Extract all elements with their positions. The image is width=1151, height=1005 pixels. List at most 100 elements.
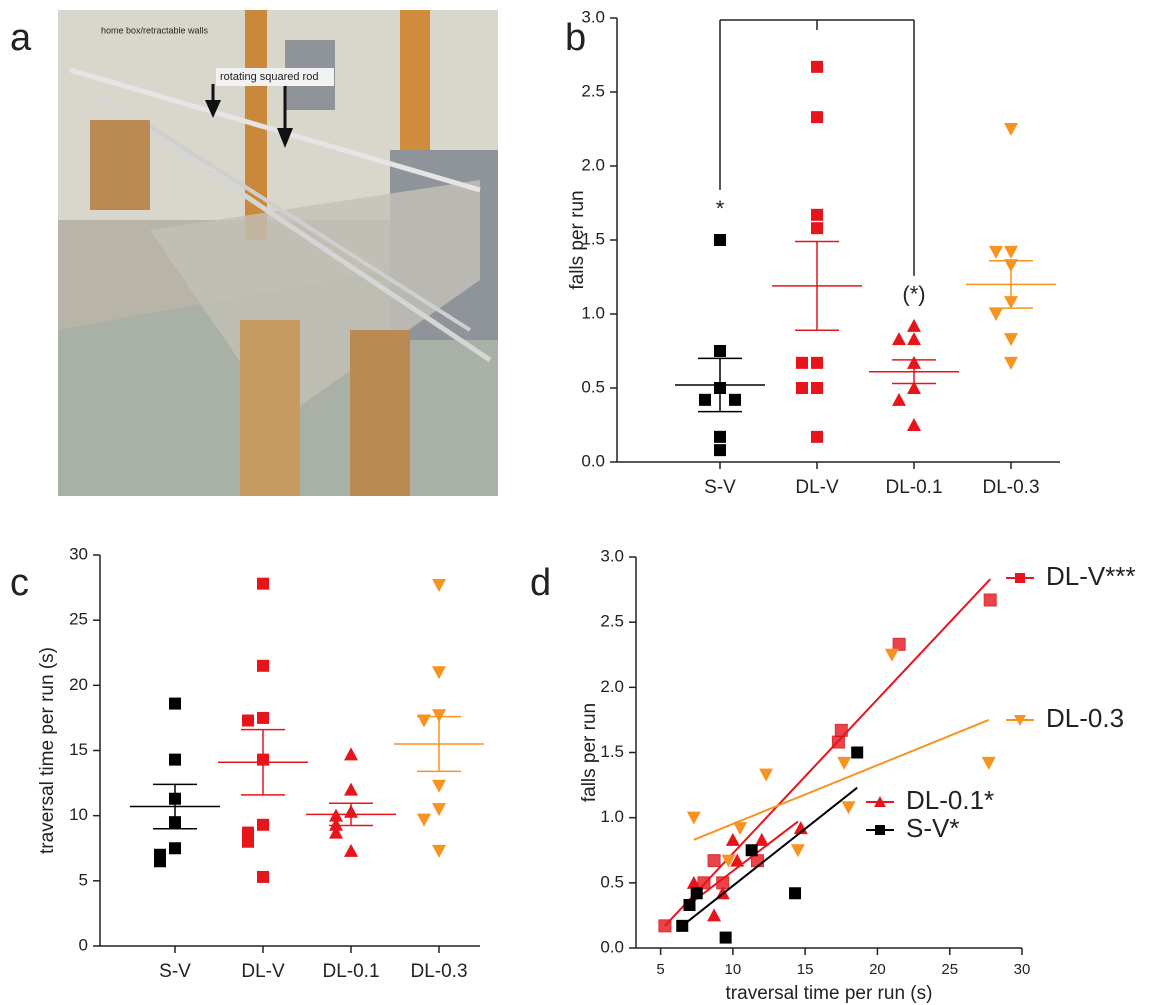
y-tick-label: 5 bbox=[79, 870, 88, 889]
fit-line bbox=[685, 820, 799, 908]
fit-line bbox=[693, 718, 990, 841]
point bbox=[892, 637, 906, 651]
x-tick-label: 25 bbox=[941, 961, 958, 978]
photo-mesh bbox=[150, 180, 480, 420]
point bbox=[707, 908, 722, 922]
point bbox=[714, 234, 726, 246]
point bbox=[686, 811, 701, 825]
point bbox=[730, 853, 745, 867]
x-tick-label: DL-V bbox=[241, 961, 285, 982]
legend-label: S-V* bbox=[906, 813, 959, 843]
point bbox=[699, 393, 711, 406]
y-tick-label: 10 bbox=[69, 805, 88, 824]
point bbox=[884, 648, 899, 662]
point bbox=[811, 356, 823, 369]
point bbox=[892, 392, 906, 406]
y-tick-label: 2.5 bbox=[581, 81, 605, 100]
point bbox=[417, 813, 431, 827]
panel-label: b bbox=[565, 17, 586, 59]
point bbox=[725, 832, 740, 846]
photo-wood bbox=[350, 330, 410, 496]
photo-wood bbox=[240, 320, 300, 496]
x-tick-label: 10 bbox=[725, 961, 742, 978]
point bbox=[1004, 245, 1018, 259]
point bbox=[981, 756, 996, 770]
y-tick-label: 1.5 bbox=[600, 742, 624, 761]
point bbox=[714, 345, 726, 357]
photo-wood bbox=[90, 120, 150, 210]
point bbox=[417, 714, 431, 728]
point bbox=[811, 60, 823, 73]
point bbox=[432, 844, 446, 858]
x-tick-label: DL-0.3 bbox=[410, 961, 467, 982]
photo-annotation: home box/retractable walls bbox=[101, 25, 209, 35]
point bbox=[759, 768, 774, 782]
y-tick-label: 2.0 bbox=[581, 155, 605, 174]
point bbox=[907, 418, 921, 431]
point bbox=[344, 843, 358, 857]
legend-marker bbox=[1015, 573, 1025, 583]
x-tick-label: DL-0.1 bbox=[885, 477, 942, 498]
photo-rail bbox=[93, 92, 492, 363]
point bbox=[811, 430, 823, 443]
point bbox=[1004, 333, 1018, 347]
point bbox=[729, 393, 741, 406]
y-axis-title: traversal time per run (s) bbox=[37, 647, 58, 854]
y-tick-label: 2.5 bbox=[600, 612, 624, 631]
y-axis-title: falls per run bbox=[579, 703, 600, 802]
legend-marker bbox=[875, 825, 885, 835]
point bbox=[432, 803, 446, 817]
legend-label: DL-0.1* bbox=[906, 785, 994, 815]
point bbox=[811, 382, 823, 394]
photo-label-box bbox=[216, 68, 334, 86]
x-tick-label: 15 bbox=[797, 961, 814, 978]
point bbox=[432, 709, 446, 723]
y-tick-label: 30 bbox=[69, 544, 88, 563]
point bbox=[257, 577, 269, 590]
y-tick-label: 20 bbox=[69, 675, 88, 694]
annotation: (*) bbox=[902, 282, 925, 307]
point bbox=[907, 318, 921, 332]
photo-arrow bbox=[277, 128, 293, 148]
x-tick-label: DL-0.3 bbox=[982, 477, 1039, 498]
point bbox=[707, 854, 721, 868]
point bbox=[344, 782, 358, 796]
point bbox=[721, 854, 736, 868]
point bbox=[329, 825, 343, 839]
x-tick-label: S-V bbox=[159, 961, 191, 982]
point bbox=[733, 822, 748, 836]
x-tick-label: 30 bbox=[1014, 961, 1031, 978]
panel-label: d bbox=[530, 562, 551, 604]
y-tick-label: 15 bbox=[69, 740, 88, 759]
point bbox=[1004, 123, 1018, 136]
point bbox=[793, 821, 808, 835]
point bbox=[344, 747, 358, 761]
photo-annotation: rotating squared rod bbox=[220, 71, 318, 83]
x-tick-label: S-V bbox=[704, 477, 736, 498]
y-axis-title: falls per run bbox=[567, 190, 588, 289]
legend-marker bbox=[874, 796, 886, 807]
point bbox=[714, 444, 726, 457]
point bbox=[329, 817, 343, 831]
point bbox=[257, 659, 269, 672]
panel-label: a bbox=[10, 17, 32, 59]
point bbox=[242, 714, 254, 727]
point bbox=[169, 753, 181, 766]
point bbox=[169, 842, 181, 855]
point bbox=[907, 381, 921, 394]
point bbox=[811, 111, 823, 124]
point bbox=[432, 779, 446, 793]
point bbox=[242, 826, 254, 839]
panel-label: c bbox=[10, 562, 29, 604]
photo-panel: home box/retractable walls rotating squa… bbox=[10, 10, 498, 496]
point bbox=[837, 756, 852, 770]
x-tick-label: DL-V bbox=[795, 477, 839, 498]
photo-rail bbox=[138, 118, 472, 332]
legend-label: DL-0.3 bbox=[1046, 703, 1124, 733]
point bbox=[841, 801, 856, 815]
point bbox=[789, 887, 802, 900]
point bbox=[745, 844, 758, 857]
point bbox=[989, 245, 1003, 259]
point bbox=[754, 832, 769, 846]
y-tick-label: 25 bbox=[69, 610, 88, 629]
